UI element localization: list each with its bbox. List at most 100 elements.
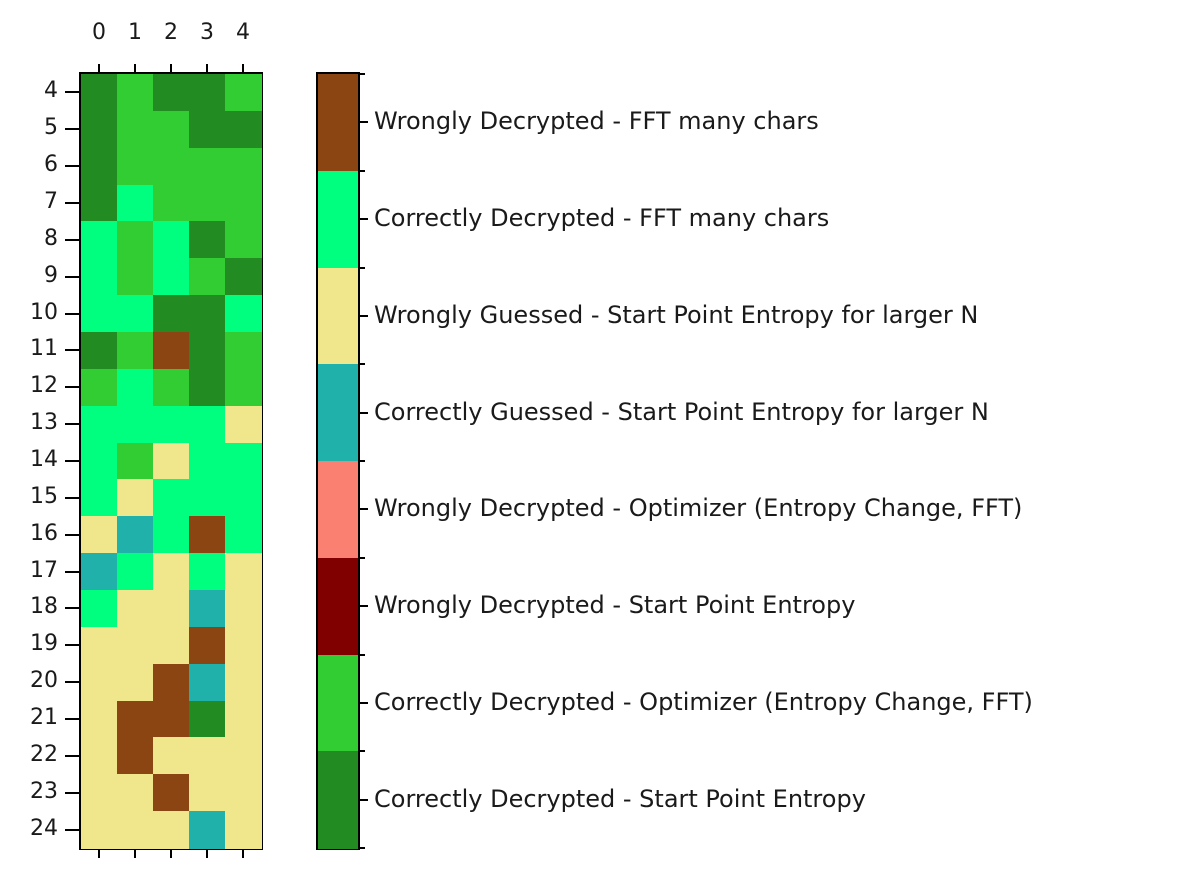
- y-tick-label: 4: [44, 78, 58, 104]
- y-tick-label: 13: [30, 410, 58, 436]
- heatmap-cell: [117, 258, 154, 296]
- colorbar-boundary-tick: [360, 266, 365, 269]
- heatmap-cell: [153, 295, 190, 333]
- heatmap-cell: [189, 700, 226, 739]
- heatmap-cell: [117, 516, 154, 554]
- heatmap-cell: [117, 553, 154, 591]
- y-tick-mark: [65, 165, 79, 168]
- heatmap-cell: [117, 184, 154, 223]
- y-tick-label: 16: [30, 520, 58, 546]
- heatmap-cell: [189, 258, 226, 296]
- heatmap-cell: [117, 110, 154, 149]
- heatmap-cell: [189, 74, 226, 112]
- colorbar-label: Wrongly Decrypted - FFT many chars: [374, 107, 819, 136]
- colorbar: [316, 72, 360, 850]
- x-tick-label: 3: [200, 20, 214, 45]
- y-tick-mark: [65, 460, 79, 462]
- heatmap-cell: [81, 110, 118, 149]
- colorbar-segment: [318, 461, 358, 559]
- heatmap-cell: [81, 147, 118, 186]
- colorbar-boundary-tick: [360, 556, 365, 559]
- heatmap-cell: [189, 774, 226, 812]
- colorbar-tick: [360, 508, 368, 511]
- colorbar-label: Correctly Guessed - Start Point Entropy …: [374, 397, 989, 426]
- y-tick-mark: [65, 312, 79, 315]
- heatmap-cell: [225, 516, 262, 554]
- y-tick-mark: [65, 533, 79, 536]
- heatmap-cell: [117, 368, 154, 407]
- heatmap-cell: [81, 590, 118, 628]
- heatmap-cell: [81, 258, 118, 296]
- x-tick-label: 0: [92, 20, 106, 45]
- heatmap-cell: [189, 516, 226, 554]
- y-tick-mark: [65, 423, 79, 426]
- heatmap-cell: [225, 258, 262, 296]
- heatmap-cell: [81, 774, 118, 812]
- y-tick-mark: [65, 238, 79, 241]
- y-tick-mark: [65, 570, 79, 573]
- heatmap-cell: [189, 368, 226, 407]
- heatmap-cell: [189, 553, 226, 591]
- heatmap-cell: [81, 184, 118, 223]
- colorbar-boundary-tick: [360, 363, 365, 366]
- colorbar-tick: [360, 605, 368, 608]
- x-tick-mark: [206, 850, 208, 858]
- heatmap-cell: [189, 626, 226, 665]
- colorbar-label: Wrongly Decrypted - Start Point Entropy: [374, 591, 856, 620]
- heatmap-cell: [225, 479, 262, 517]
- heatmap-cell: [189, 663, 226, 702]
- x-tick-mark: [170, 64, 172, 72]
- y-tick-label: 20: [30, 668, 58, 694]
- y-tick-mark: [65, 386, 79, 389]
- heatmap-cell: [117, 442, 154, 481]
- colorbar-tick: [360, 314, 368, 317]
- heatmap-cell: [153, 590, 190, 628]
- heatmap-cell: [225, 553, 262, 591]
- heatmap-grid: [79, 72, 263, 850]
- heatmap-cell: [189, 147, 226, 186]
- heatmap-cell: [81, 700, 118, 739]
- y-tick-mark: [65, 754, 79, 757]
- x-tick-mark: [242, 64, 244, 72]
- heatmap-cell: [81, 626, 118, 665]
- y-tick-label: 24: [30, 815, 58, 841]
- x-tick-label: 1: [128, 20, 142, 45]
- heatmap-cell: [225, 590, 262, 628]
- x-tick-mark: [134, 850, 136, 858]
- y-tick-mark: [65, 275, 79, 278]
- x-tick-mark: [242, 850, 244, 858]
- heatmap-cell: [81, 479, 118, 517]
- x-tick-label: 4: [236, 20, 250, 45]
- x-tick-mark: [98, 850, 100, 858]
- heatmap-cell: [81, 405, 118, 444]
- heatmap-cell: [153, 811, 190, 849]
- colorbar-label: Correctly Decrypted - FFT many chars: [374, 204, 830, 233]
- y-tick-mark: [65, 644, 79, 647]
- heatmap-cell: [81, 553, 118, 591]
- heatmap-cell: [117, 221, 154, 259]
- heatmap-cell: [153, 626, 190, 665]
- heatmap-cell: [153, 74, 190, 112]
- y-tick-mark: [65, 496, 79, 499]
- colorbar-tick: [360, 218, 368, 221]
- colorbar-label: Correctly Decrypted - Optimizer (Entropy…: [374, 687, 1033, 716]
- heatmap-cell: [81, 516, 118, 554]
- heatmap-cell: [225, 405, 262, 444]
- y-tick-label: 18: [30, 594, 58, 620]
- heatmap-cell: [153, 184, 190, 223]
- colorbar-boundary-tick: [360, 750, 365, 753]
- heatmap-cell: [189, 811, 226, 849]
- y-tick-mark: [65, 91, 79, 94]
- colorbar-segment: [318, 364, 358, 462]
- heatmap-cell: [189, 110, 226, 149]
- heatmap-cell: [81, 811, 118, 849]
- heatmap-cell: [225, 368, 262, 407]
- colorbar-label: Wrongly Guessed - Start Point Entropy fo…: [374, 300, 979, 329]
- heatmap-cell: [225, 110, 262, 149]
- heatmap-cell: [117, 405, 154, 444]
- x-tick-mark: [98, 64, 100, 72]
- heatmap-cell: [225, 74, 262, 112]
- y-tick-label: 17: [30, 557, 58, 583]
- y-tick-label: 19: [30, 631, 58, 657]
- heatmap-cell: [153, 553, 190, 591]
